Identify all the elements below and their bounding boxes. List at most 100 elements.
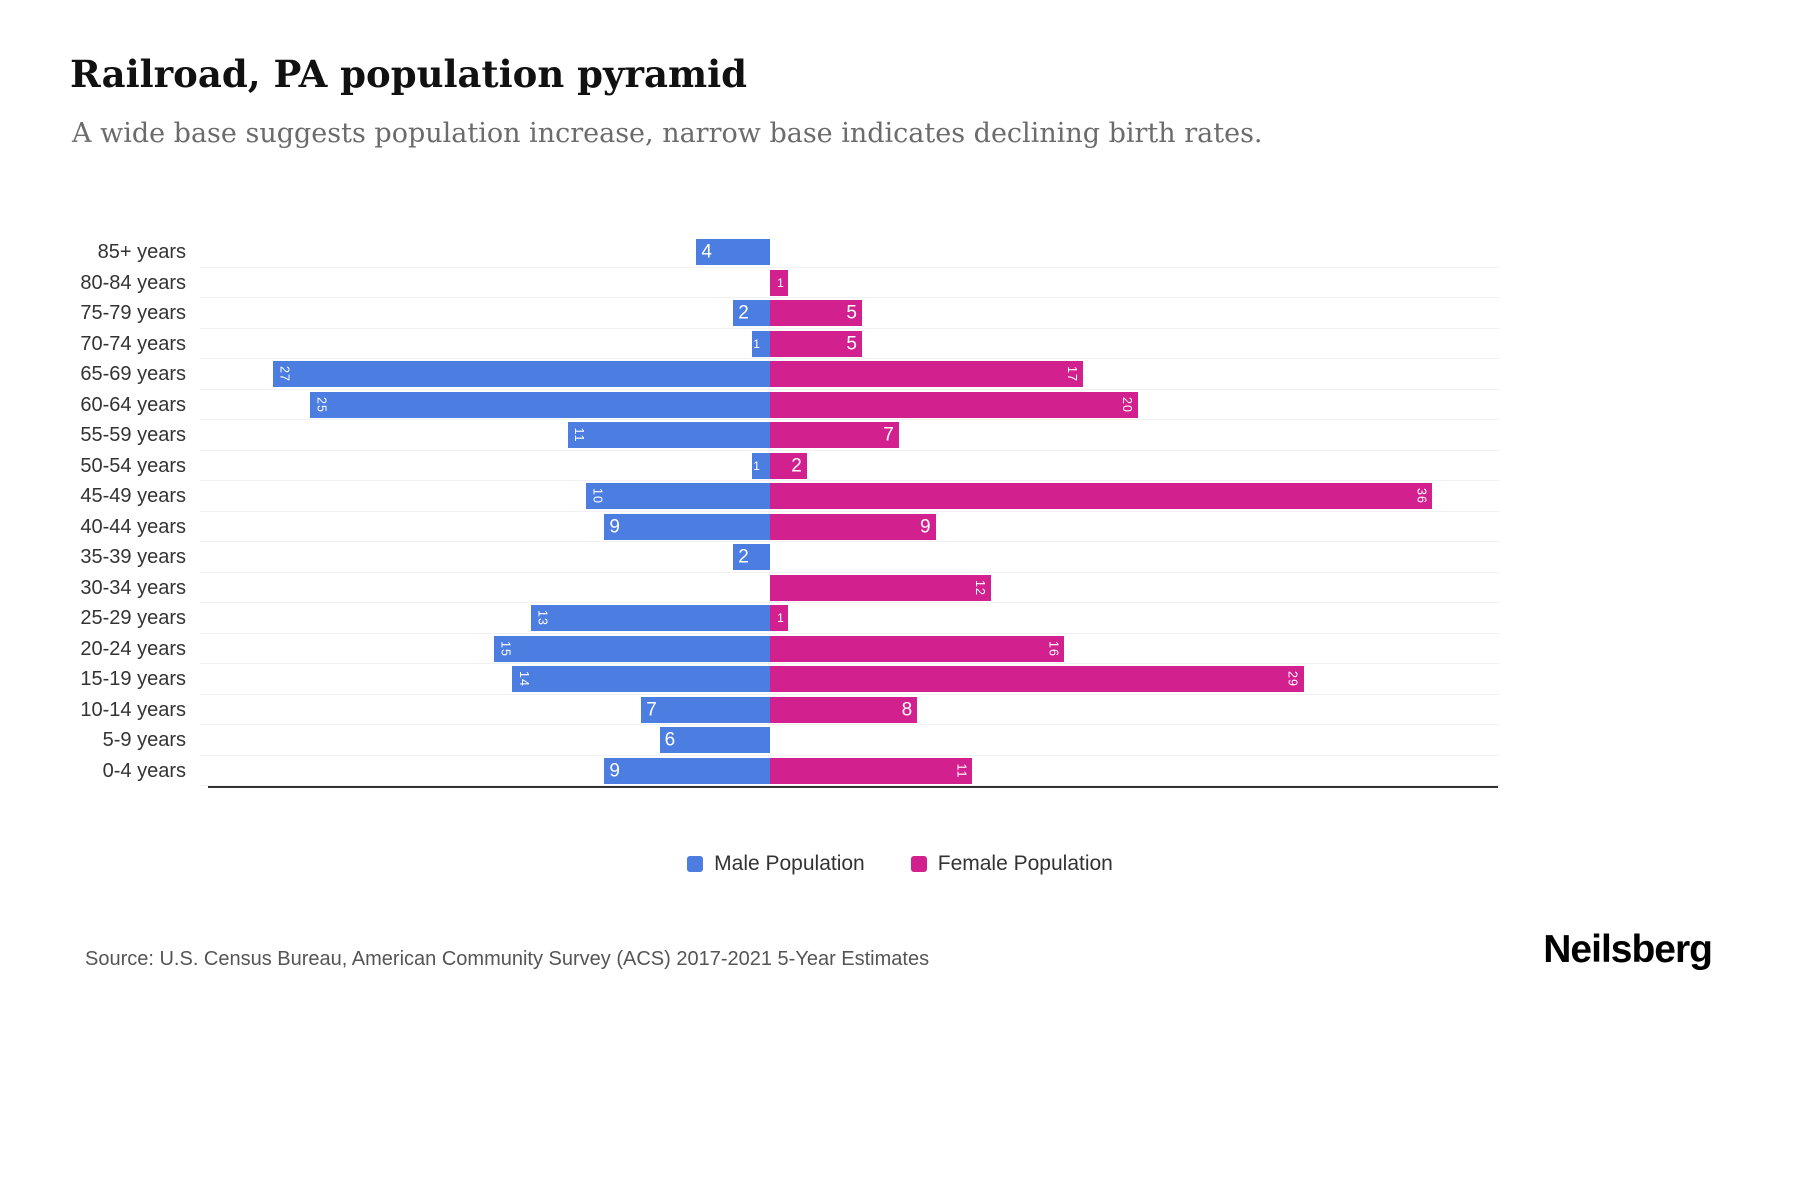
pyramid-row: 0-4 years 9 11 [0, 756, 1800, 786]
legend-item-female[interactable]: Female Population [910, 852, 1113, 876]
row-band: 25 20 [200, 390, 1500, 420]
age-group-label: 50-54 years [80, 454, 186, 477]
bar-value-label: 10 [590, 488, 605, 504]
age-group-label: 65-69 years [80, 363, 186, 385]
female-bar[interactable]: 1 [770, 605, 789, 631]
bar-value-label: 14 [516, 671, 531, 687]
age-group-label: 60-64 years [80, 393, 186, 416]
pyramid-row: 20-24 years 15 16 [0, 634, 1800, 664]
bar-value-label: 25 [314, 396, 329, 413]
row-band: 12 [200, 573, 1500, 603]
female-bar[interactable]: 5 [770, 300, 862, 326]
female-bar[interactable]: 9 [770, 513, 936, 540]
chart-title: Railroad, PA population pyramid [70, 52, 748, 96]
bar-value-label: 1 [753, 458, 760, 473]
female-bar[interactable]: 2 [770, 452, 807, 479]
male-bar[interactable]: 9 [604, 757, 770, 784]
row-band: 2 [200, 542, 1500, 573]
pyramid-row: 40-44 years 9 9 [0, 512, 1800, 542]
male-bar[interactable]: 11 [567, 422, 770, 448]
bar-value-label: 1 [777, 275, 784, 290]
male-swatch-icon [687, 856, 704, 872]
female-bar[interactable]: 5 [770, 330, 862, 357]
pyramid-plot: 85+ years 4 80-84 years 1 75-79 years 2 5 70-74… [0, 237, 1800, 786]
male-bar[interactable]: 13 [530, 605, 770, 631]
male-bar[interactable]: 4 [696, 239, 770, 265]
male-bar[interactable]: 15 [494, 635, 770, 662]
female-bar[interactable]: 1 [770, 269, 789, 296]
male-bar[interactable]: 2 [733, 544, 770, 570]
age-group-label: 25-29 years [80, 607, 186, 629]
male-bar[interactable]: 10 [586, 483, 770, 509]
female-bar[interactable]: 36 [770, 483, 1433, 509]
source-note: Source: U.S. Census Bureau, American Com… [85, 948, 930, 970]
age-group-label: 80-84 years [80, 271, 186, 294]
female-bar[interactable]: 12 [770, 574, 991, 601]
age-group-label: 10-14 years [80, 698, 186, 721]
bar-value-label: 9 [920, 516, 931, 537]
male-bar[interactable]: 6 [659, 727, 770, 753]
bar-value-label: 7 [646, 699, 657, 720]
pyramid-row: 25-29 years 13 1 [0, 603, 1800, 634]
neilsberg-logo: Neilsberg [1543, 928, 1713, 971]
female-bar[interactable]: 29 [770, 666, 1304, 692]
bar-value-label: 11 [572, 427, 587, 443]
row-band: 6 [200, 725, 1500, 756]
pyramid-row: 60-64 years 25 20 [0, 390, 1800, 420]
bar-value-label: 29 [1285, 671, 1300, 687]
age-group-label: 5-9 years [102, 729, 186, 751]
bar-value-label: 11 [954, 763, 969, 778]
pyramid-row: 85+ years 4 [0, 237, 1800, 268]
bar-value-label: 15 [498, 640, 513, 657]
male-bar[interactable]: 2 [733, 300, 770, 326]
age-group-label: 35-39 years [80, 546, 186, 568]
bar-value-label: 17 [1064, 366, 1079, 382]
legend-item-male[interactable]: Male Population [687, 852, 865, 876]
female-bar[interactable]: 16 [770, 635, 1065, 662]
pyramid-row: 35-39 years 2 [0, 542, 1800, 573]
bar-value-label: 6 [664, 729, 676, 751]
bar-value-label: 2 [791, 455, 802, 476]
bar-value-label: 2 [738, 546, 749, 568]
pyramid-row: 75-79 years 2 5 [0, 298, 1800, 329]
row-band: 27 17 [200, 359, 1500, 390]
male-bar[interactable]: 27 [273, 361, 770, 387]
male-bar[interactable]: 1 [751, 452, 770, 479]
row-band: 14 29 [200, 664, 1500, 695]
pyramid-row: 15-19 years 14 29 [0, 664, 1800, 695]
bar-value-label: 27 [277, 366, 292, 382]
age-group-label: 15-19 years [80, 668, 186, 690]
female-bar[interactable]: 11 [770, 757, 973, 784]
age-group-label: 0-4 years [102, 759, 186, 782]
row-band: 9 11 [200, 756, 1500, 786]
female-bar[interactable]: 8 [770, 696, 918, 723]
age-group-label: 40-44 years [80, 515, 186, 538]
male-bar[interactable]: 25 [310, 391, 770, 418]
age-group-label: 45-49 years [80, 485, 186, 507]
female-bar[interactable]: 20 [770, 391, 1138, 418]
row-band: 1 [200, 268, 1500, 298]
bar-value-label: 9 [609, 516, 620, 537]
male-bar[interactable]: 14 [512, 666, 770, 692]
chart-subtitle: A wide base suggests population increase… [72, 118, 1263, 149]
legend-male-label: Male Population [714, 852, 865, 875]
pyramid-row: 80-84 years 1 [0, 268, 1800, 298]
bar-value-label: 4 [701, 241, 712, 263]
pyramid-row: 10-14 years 7 8 [0, 695, 1800, 725]
row-band: 10 36 [200, 481, 1500, 512]
female-swatch-icon [910, 856, 927, 872]
age-group-label: 70-74 years [80, 332, 186, 355]
male-bar[interactable]: 1 [751, 330, 770, 357]
male-bar[interactable]: 9 [604, 513, 770, 540]
row-band: 4 [200, 237, 1500, 268]
female-bar[interactable]: 17 [770, 361, 1083, 387]
female-bar[interactable]: 7 [770, 422, 899, 448]
x-axis-line [208, 786, 1498, 788]
bar-value-label: 20 [1120, 396, 1134, 413]
pyramid-row: 65-69 years 27 17 [0, 359, 1800, 390]
male-bar[interactable]: 7 [641, 696, 770, 723]
